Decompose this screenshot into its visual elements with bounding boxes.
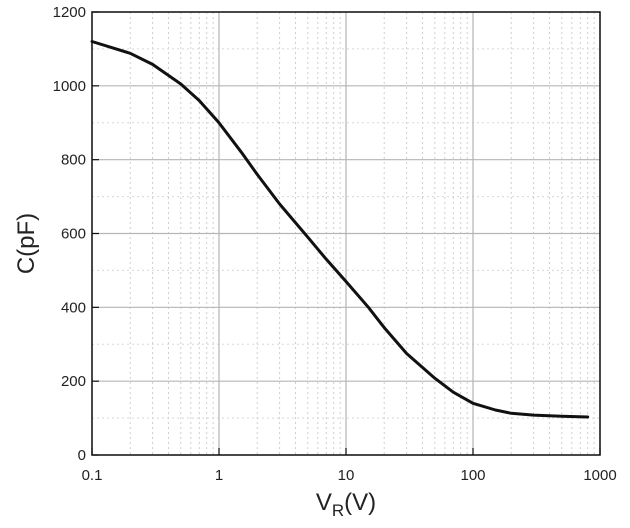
- y-tick-label: 800: [61, 152, 86, 169]
- x-axis-title: VR(V): [316, 489, 376, 520]
- y-tick-label: 600: [61, 226, 86, 243]
- x-tick-label: 100: [460, 467, 485, 484]
- x-axis-title-unit: (V): [344, 489, 376, 516]
- y-tick-label: 1000: [53, 78, 86, 95]
- x-tick-label: 0.1: [82, 467, 103, 484]
- series-line: [90, 40, 590, 419]
- y-tick-label: 1200: [53, 4, 86, 21]
- y-axis-title: C(pF): [13, 213, 40, 274]
- x-tick-label: 1000: [583, 467, 616, 484]
- y-tick-label: 0: [78, 447, 86, 464]
- x-axis-title-sub: R: [332, 501, 344, 520]
- x-axis-ticks: 0.1 1 10 100 1000: [82, 448, 617, 484]
- y-tick-label: 200: [61, 373, 86, 390]
- series-layer: [90, 40, 590, 419]
- x-tick-label: 1: [215, 467, 223, 484]
- x-tick-label: 10: [338, 467, 355, 484]
- y-tick-label: 400: [61, 299, 86, 316]
- x-axis-title-main: V: [316, 489, 332, 516]
- y-axis-ticks: 0 200 400 600 800 1000 1200: [53, 4, 99, 464]
